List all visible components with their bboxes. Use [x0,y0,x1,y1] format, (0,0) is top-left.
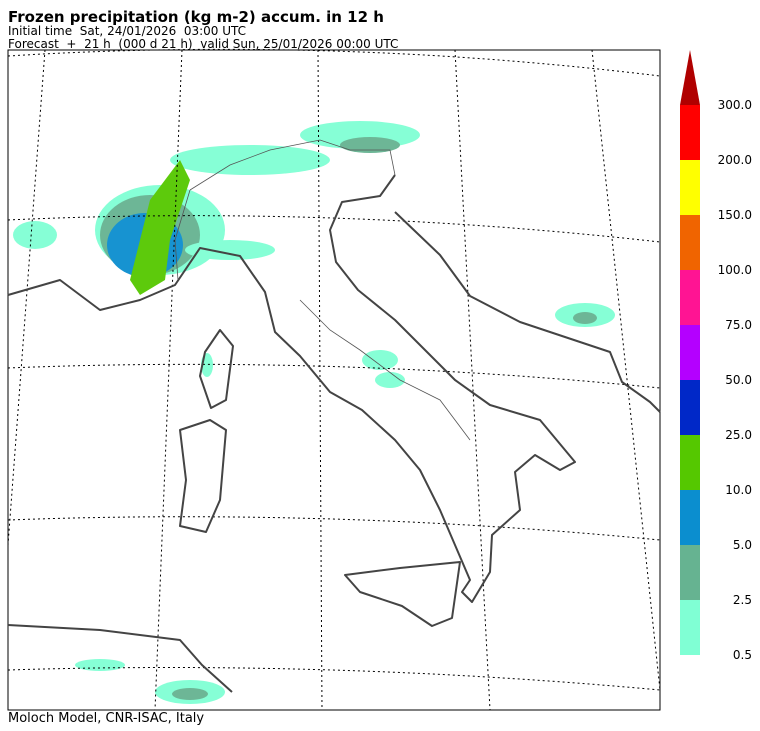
colorbar-band [680,380,700,435]
colorbar-label: 0.5 [733,648,752,662]
colorbar-label: 25.0 [725,428,752,442]
colorbar-label: 2.5 [733,593,752,607]
colorbar-label: 10.0 [725,483,752,497]
colorbar-label: 150.0 [718,208,752,222]
colorbar-band [680,435,700,490]
forecast-time: Forecast + 21 h (000 d 21 h) valid Sun, … [8,37,398,51]
borders [174,139,471,441]
colorbar-band [680,600,700,655]
colorbar-band [680,490,700,545]
colorbar-label: 75.0 [725,318,752,332]
colorbar-band [680,215,700,270]
colorbar-label: 300.0 [718,98,752,112]
map-frame [7,49,661,711]
colorbar-band [680,545,700,600]
colorbar-band [680,160,700,215]
initial-time: Initial time Sat, 24/01/2026 03:00 UTC [8,24,246,38]
colorbar-band [680,105,700,160]
footer: Moloch Model, CNR-ISAC, Italy [8,711,204,726]
colorbar-label: 50.0 [725,373,752,387]
colorbar-label: 200.0 [718,153,752,167]
colorbar-label: 100.0 [718,263,752,277]
colorbar-band [680,325,700,380]
colorbar-label: 5.0 [733,538,752,552]
colorbar: 0.5 2.5 5.0 10.0 25.0 50.0 75.0 100.0 150.0 200.0… [680,50,752,662]
map [7,48,661,711]
precip-areas [13,121,615,704]
coastlines [7,174,661,693]
title: Frozen precipitation (kg m-2) accum. in … [8,8,384,26]
graticule [7,48,661,711]
colorbar-band [680,270,700,325]
colorbar-arrow [680,50,700,105]
